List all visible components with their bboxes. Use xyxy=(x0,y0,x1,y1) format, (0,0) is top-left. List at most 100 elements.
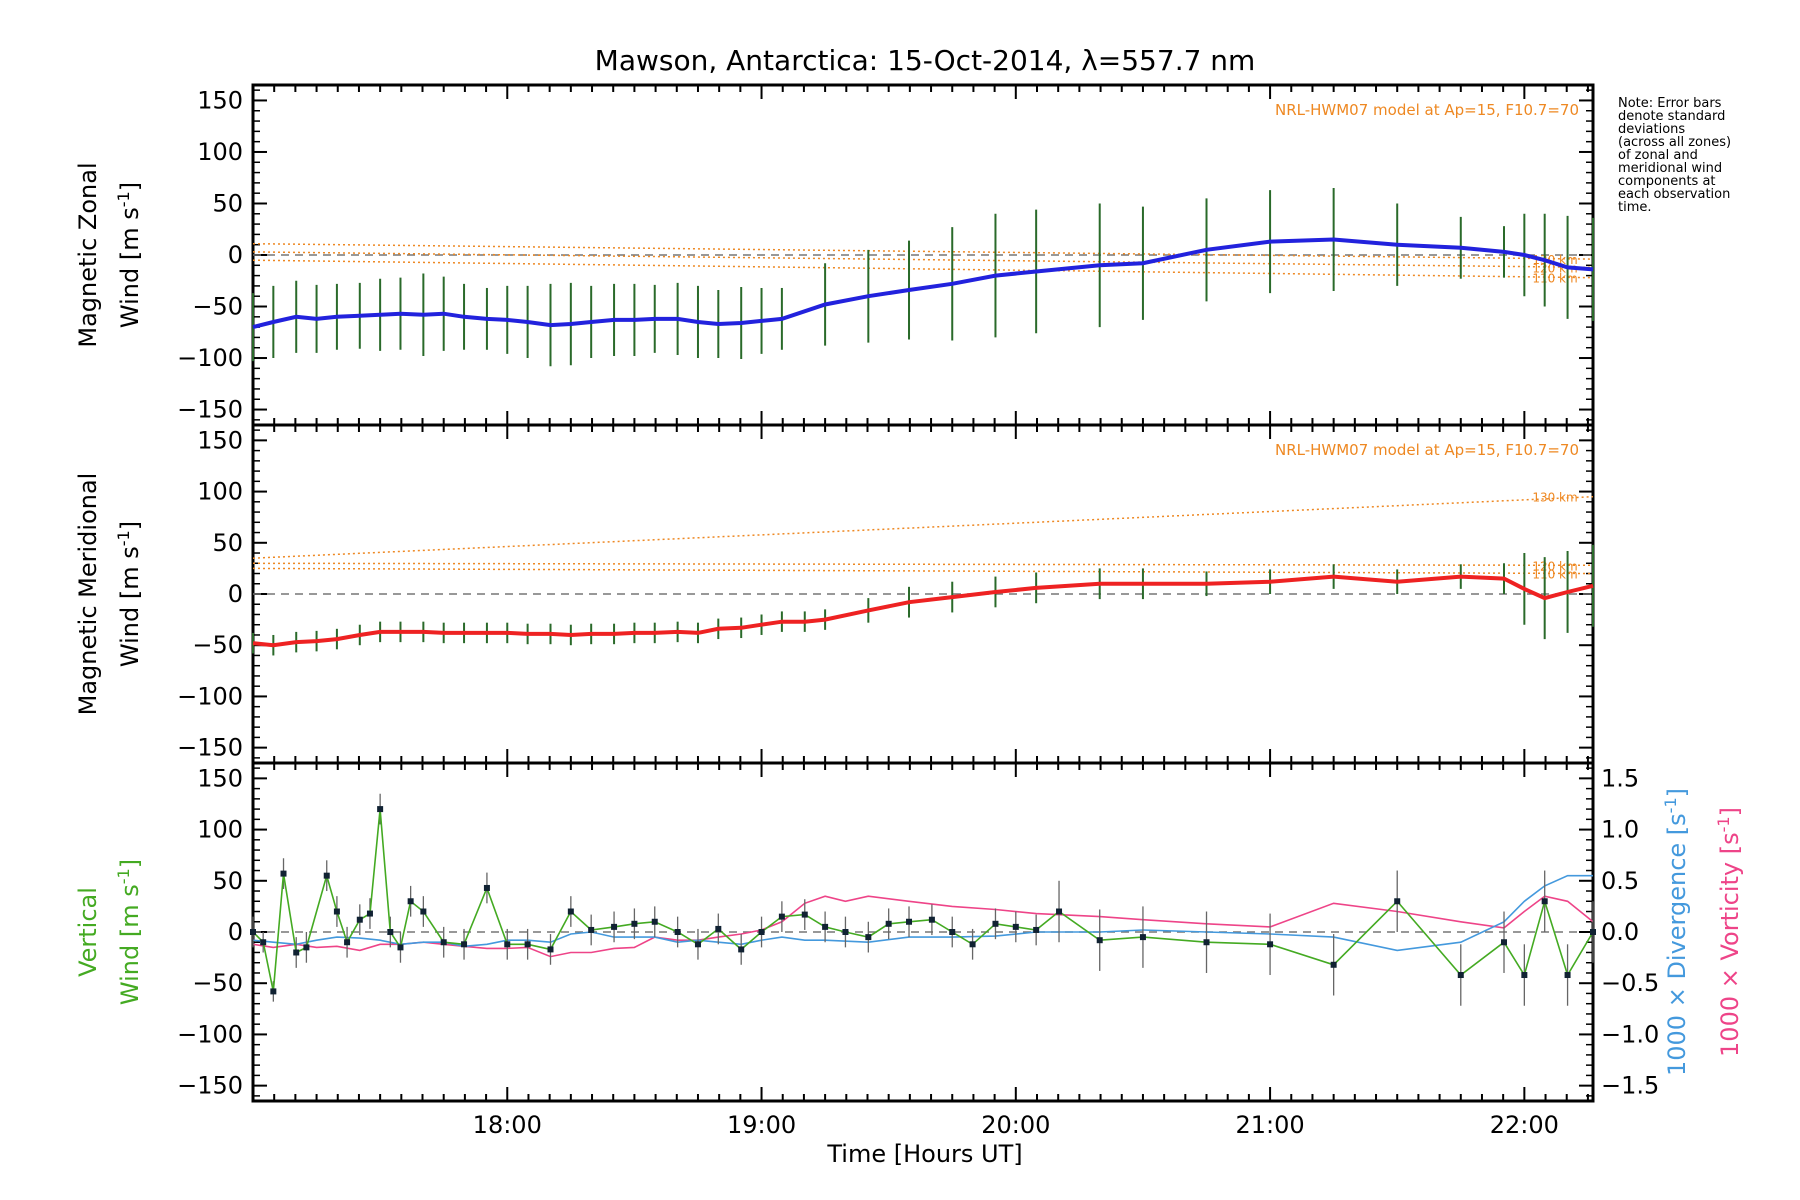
data-point xyxy=(906,918,913,925)
note-line: deviations xyxy=(1618,122,1686,137)
y-tick-label: −150 xyxy=(177,396,243,424)
data-point xyxy=(1521,972,1528,979)
data-point xyxy=(1056,908,1063,915)
y-axis-label-line2-part: -1 xyxy=(114,530,133,546)
data-point xyxy=(504,941,511,948)
data-point xyxy=(280,870,287,877)
y-axis-label-line2-part: ] xyxy=(116,859,144,868)
right-axis-label-divergence-part: -1 xyxy=(1661,797,1680,813)
data-point xyxy=(1139,934,1146,941)
data-point xyxy=(949,929,956,935)
y-tick-label: 150 xyxy=(197,426,243,454)
y-axis-label-line2-part: Wind [m s xyxy=(116,207,144,328)
data-point xyxy=(333,908,340,915)
note-line: denote standard xyxy=(1618,109,1726,124)
right-axis-label-vorticity: 1000 × Vorticity [s-1] xyxy=(1714,807,1744,1057)
note-line: time. xyxy=(1618,200,1652,215)
data-point xyxy=(1203,939,1210,946)
data-point xyxy=(1501,939,1508,946)
y-axis-label-line2-part: ] xyxy=(116,182,144,191)
data-point xyxy=(407,898,414,905)
data-point xyxy=(778,913,785,920)
series-line-vorticity xyxy=(252,895,1594,958)
note-line: (across all zones) xyxy=(1618,135,1732,150)
y-axis-label-line2-part: Wind [m s xyxy=(116,884,144,1005)
right-y-tick-label: −0.5 xyxy=(1601,969,1659,997)
data-point xyxy=(356,916,363,923)
y-axis-label-line1: Magnetic Meridional xyxy=(74,473,102,716)
data-point xyxy=(303,944,310,951)
chart-title: Mawson, Antarctica: 15-Oct-2014, λ=557.7… xyxy=(595,44,1256,77)
data-point xyxy=(293,949,300,956)
data-point xyxy=(524,941,531,948)
data-point xyxy=(822,923,829,930)
data-point xyxy=(969,941,976,948)
data-point xyxy=(631,920,638,927)
series-line-zonal xyxy=(252,237,1594,330)
data-point xyxy=(651,918,658,925)
y-axis-label-line1-part: Magnetic Meridional xyxy=(74,473,102,716)
data-point xyxy=(1012,923,1019,930)
series-line-vertical xyxy=(252,809,1594,992)
data-point xyxy=(694,941,701,948)
data-point xyxy=(865,934,872,941)
y-tick-label: −150 xyxy=(177,1072,243,1100)
y-axis-label-line2-part: -1 xyxy=(114,868,133,884)
model-line-label: 110 km xyxy=(1532,568,1577,582)
right-axis-label-divergence-part: ] xyxy=(1663,788,1691,797)
model-line-label: 120 km xyxy=(1532,261,1577,275)
y-tick-label: −100 xyxy=(177,682,243,710)
y-tick-label: 0 xyxy=(228,918,243,946)
y-axis-label-line1-part: Vertical xyxy=(74,887,102,977)
y-axis-label-line2-part: -1 xyxy=(114,191,133,207)
y-tick-label: 50 xyxy=(212,867,243,895)
y-tick-label: 0 xyxy=(228,241,243,269)
right-y-tick-label: 0.5 xyxy=(1601,867,1639,895)
data-point xyxy=(1541,898,1548,905)
note-line: Note: Error bars xyxy=(1618,96,1722,111)
data-point xyxy=(1330,961,1337,968)
y-axis-label-line2: Wind [m s-1] xyxy=(114,859,144,1005)
data-point xyxy=(674,929,681,935)
data-point xyxy=(397,944,404,951)
y-axis-label-line1: Vertical xyxy=(74,887,102,977)
y-tick-label: −50 xyxy=(192,969,243,997)
model-line-label: 130 km xyxy=(1532,253,1577,267)
data-point xyxy=(885,920,892,927)
y-tick-label: 100 xyxy=(197,138,243,166)
note-line: of zonal and xyxy=(1618,148,1698,163)
data-point xyxy=(715,925,722,932)
data-point xyxy=(1590,929,1596,935)
note-line: components at xyxy=(1618,174,1716,189)
data-point xyxy=(440,939,447,946)
data-point xyxy=(377,806,384,813)
y-tick-label: 150 xyxy=(197,764,243,792)
right-axis-label-divergence-part: 1000 × Divergence [s xyxy=(1663,813,1691,1076)
y-axis-label-line2-part: ] xyxy=(116,521,144,530)
right-axis-label-vorticity-part: 1000 × Vorticity [s xyxy=(1716,832,1744,1057)
data-point xyxy=(738,946,745,953)
y-tick-label: −100 xyxy=(177,344,243,372)
model-line xyxy=(252,495,1594,559)
data-point xyxy=(801,911,808,918)
data-point xyxy=(483,884,490,891)
data-point xyxy=(1096,937,1103,944)
model-line xyxy=(252,251,1594,269)
y-tick-label: −150 xyxy=(177,734,243,762)
model-line-label: 120 km xyxy=(1532,559,1577,573)
data-point xyxy=(344,939,351,946)
right-y-tick-label: 1.5 xyxy=(1601,764,1639,792)
x-tick-label: 19:00 xyxy=(727,1111,796,1139)
data-point xyxy=(270,988,277,995)
data-point xyxy=(547,946,554,953)
data-point xyxy=(250,929,256,935)
data-point xyxy=(323,872,330,879)
model-line xyxy=(252,562,1594,567)
y-tick-label: 50 xyxy=(212,529,243,557)
x-tick-label: 22:00 xyxy=(1490,1111,1559,1139)
right-y-tick-label: −1.5 xyxy=(1601,1072,1659,1100)
data-point xyxy=(1394,898,1401,905)
model-line-label: 130 km xyxy=(1532,491,1577,505)
data-point xyxy=(387,929,394,935)
